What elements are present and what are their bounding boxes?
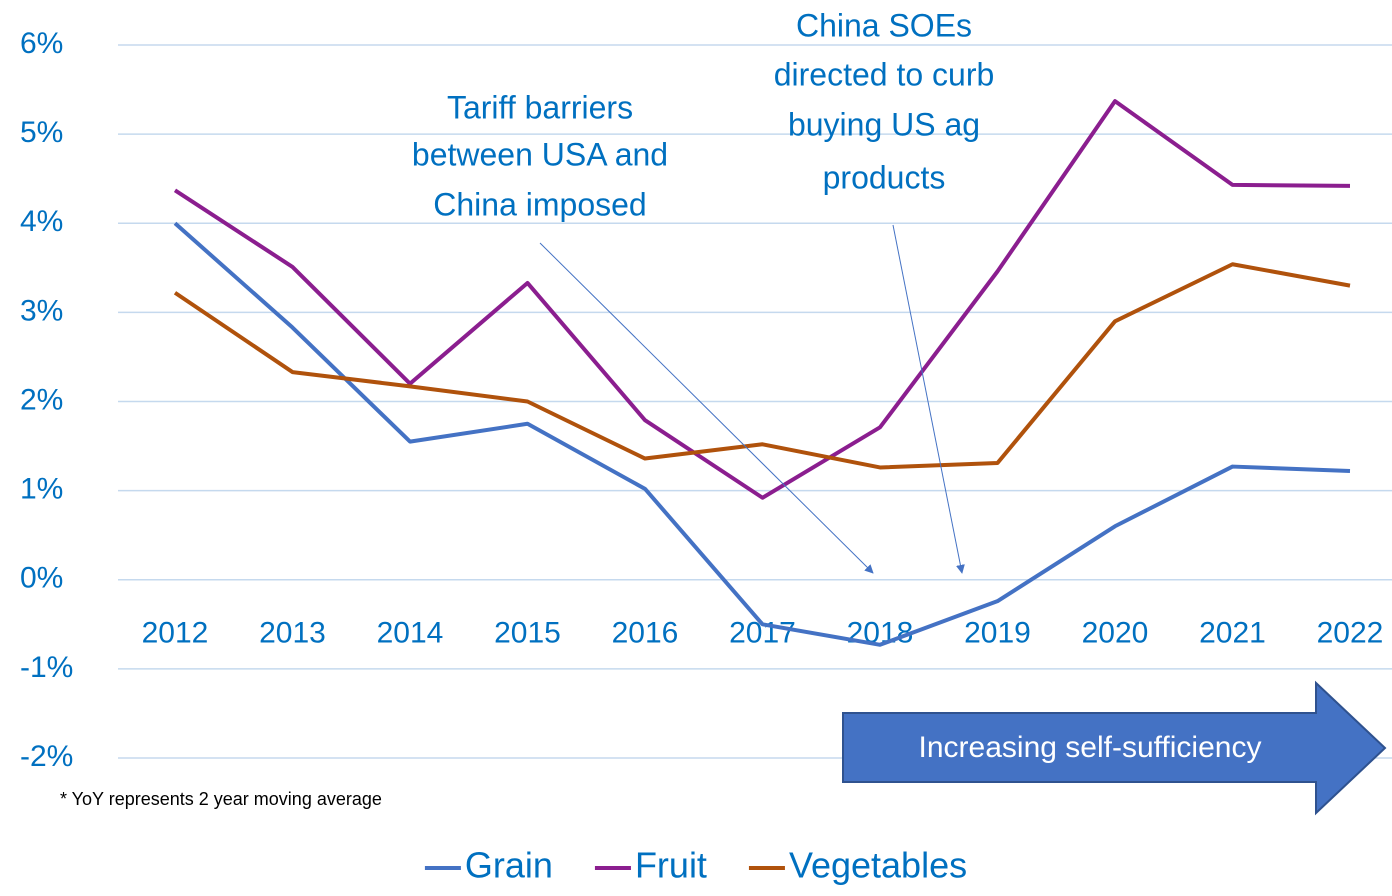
y-tick-label: 1% <box>20 473 63 506</box>
x-tick-label: 2014 <box>377 617 444 650</box>
self-sufficiency-arrow <box>842 680 1387 816</box>
y-tick-label: -1% <box>20 651 73 684</box>
footnote: * YoY represents 2 year moving average <box>60 789 382 809</box>
grid <box>118 44 1392 759</box>
annotation-text: Tariff barriers <box>447 89 633 125</box>
annotations: Increasing self-sufficiency * YoY repres… <box>60 7 1387 816</box>
annotation-text: buying US ag <box>788 106 980 142</box>
x-tick-label: 2019 <box>964 617 1031 650</box>
arrow-label: Increasing self-sufficiency <box>919 731 1262 764</box>
legend-label: Fruit <box>635 845 707 886</box>
y-tick-label: 5% <box>20 116 63 149</box>
annotation-arrow <box>539 242 874 574</box>
axis: -2% -1% 0% 1% 2% 3% 4% 5% 6% 2012 2013 2014 2015 2016… <box>20 27 1383 773</box>
legend-label: Vegetables <box>789 845 967 886</box>
x-tick-label: 2020 <box>1082 617 1149 650</box>
legend-label: Grain <box>465 845 553 886</box>
annotation-arrow <box>892 224 965 574</box>
y-tick-label: 4% <box>20 205 63 238</box>
y-tick-label: 3% <box>20 294 63 327</box>
annotation-text: products <box>823 159 946 195</box>
annotation-text: China SOEs <box>796 7 972 43</box>
series-line <box>173 99 1351 500</box>
x-tick-label: 2013 <box>259 617 326 650</box>
series-line <box>173 221 1351 647</box>
y-tick-label: 6% <box>20 27 63 60</box>
x-tick-label: 2012 <box>142 617 209 650</box>
series-line <box>173 262 1351 470</box>
y-tick-label: 2% <box>20 383 63 416</box>
x-tick-label: 2021 <box>1199 617 1266 650</box>
annotation-text: directed to curb <box>774 56 995 92</box>
y-tick-label: 0% <box>20 562 63 595</box>
y-tick-label: -2% <box>20 740 73 773</box>
x-tick-label: 2016 <box>612 617 679 650</box>
annotation-text: between USA and <box>412 136 668 172</box>
x-tick-label: 2022 <box>1317 617 1384 650</box>
lines <box>173 99 1351 647</box>
annotation-text: China imposed <box>433 186 646 222</box>
legend: Grain Fruit Vegetables <box>424 845 967 886</box>
x-tick-label: 2015 <box>494 617 561 650</box>
